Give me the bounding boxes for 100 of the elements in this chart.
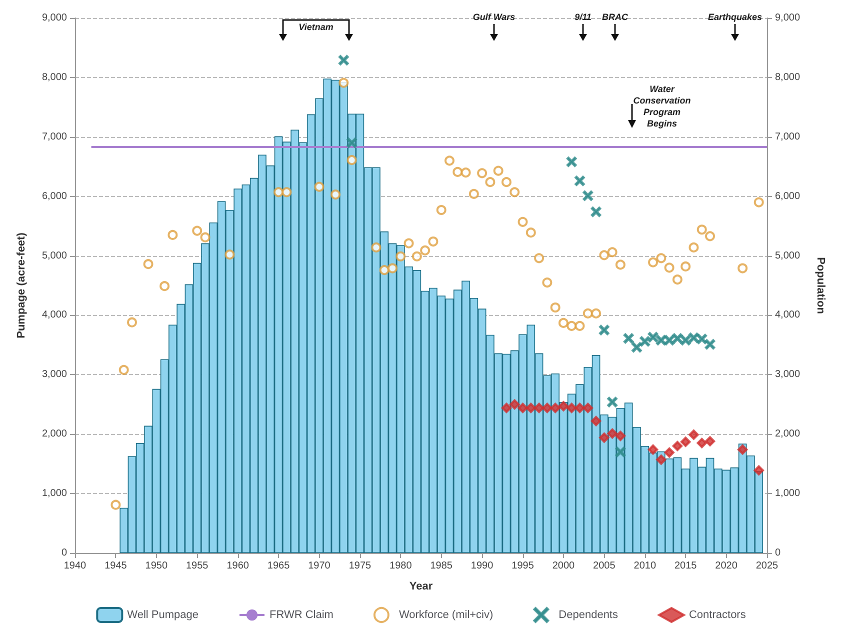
point xyxy=(338,55,349,66)
x-tick-label: 1945 xyxy=(104,560,128,572)
annotation: 9/11 xyxy=(574,12,592,22)
point xyxy=(599,432,610,443)
point xyxy=(534,253,544,264)
x-tick-label: 2015 xyxy=(674,560,698,572)
y-tick-label: 9,000 xyxy=(42,12,68,24)
point xyxy=(550,302,560,312)
point xyxy=(452,166,463,177)
x-tick-label: 1980 xyxy=(390,560,412,572)
annotation: Earthquakes xyxy=(708,12,762,22)
point xyxy=(696,438,707,448)
y-tick-label: 5,000 xyxy=(42,250,68,262)
point xyxy=(648,257,658,268)
point xyxy=(485,177,496,188)
point xyxy=(680,335,691,346)
y2-tick-label: 4,000 xyxy=(775,310,800,321)
y2-tick-label: 6,000 xyxy=(775,190,800,202)
point xyxy=(493,166,504,176)
point xyxy=(688,332,699,343)
y2-tick-label: 1,000 xyxy=(775,488,800,500)
annotation: Vietnam xyxy=(298,22,334,32)
point xyxy=(615,260,626,270)
point xyxy=(664,262,674,273)
point xyxy=(518,402,528,414)
x-tick-label: 2010 xyxy=(634,560,656,572)
point xyxy=(566,320,577,331)
x-tick-label: 1950 xyxy=(145,560,168,572)
point xyxy=(371,242,382,252)
x-tick-label: 1970 xyxy=(308,560,331,572)
legend-label: Dependents xyxy=(558,609,618,621)
point xyxy=(420,245,430,256)
point xyxy=(477,168,488,178)
y-tick-label: 3,000 xyxy=(42,369,68,380)
point xyxy=(582,402,593,414)
point xyxy=(607,428,618,439)
point xyxy=(672,333,683,344)
y2-tick-label: 7,000 xyxy=(775,131,800,142)
point xyxy=(705,231,716,242)
y-tick-label: 1,000 xyxy=(42,488,68,500)
point xyxy=(656,454,666,465)
x-tick-label: 1985 xyxy=(430,560,453,572)
point xyxy=(566,402,577,414)
point xyxy=(590,416,602,426)
y2-tick-label: 0 xyxy=(775,548,781,558)
y-tick-label: 6,000 xyxy=(42,190,68,202)
point xyxy=(388,263,398,274)
point xyxy=(550,402,560,414)
legend-label: Workforce (mil+civ) xyxy=(398,609,494,621)
point xyxy=(160,281,170,292)
point xyxy=(510,399,520,410)
point xyxy=(501,177,512,188)
point xyxy=(566,156,577,167)
point xyxy=(396,251,406,262)
point xyxy=(574,402,585,414)
point xyxy=(704,436,716,446)
x-tick-label: 1965 xyxy=(267,560,290,572)
point xyxy=(110,500,121,510)
x-tick-label: 1975 xyxy=(348,560,372,572)
point xyxy=(607,396,618,408)
legend-label: FRWR Claim xyxy=(269,609,334,621)
x-tick-label: 2020 xyxy=(715,560,738,572)
y-tick-label: 8,000 xyxy=(42,72,68,83)
point xyxy=(460,168,471,178)
annotation: Water Conservation Program Begins xyxy=(633,84,692,128)
point xyxy=(200,232,210,242)
point xyxy=(346,138,357,148)
point xyxy=(664,447,674,458)
point xyxy=(274,187,284,198)
point xyxy=(615,446,626,458)
y2-tick-label: 3,000 xyxy=(775,369,800,380)
x-tick-label: 1955 xyxy=(186,560,209,572)
point xyxy=(168,230,178,240)
legend-label: Well Pumpage xyxy=(127,609,198,621)
point xyxy=(582,308,593,318)
point xyxy=(615,430,626,441)
point xyxy=(282,187,292,198)
point xyxy=(607,247,618,258)
y-axis-title: Pumpage (acre-feet) xyxy=(16,232,28,338)
point xyxy=(501,402,512,414)
point xyxy=(599,250,610,260)
point xyxy=(574,176,585,186)
point xyxy=(754,465,764,476)
y-tick-label: 2,000 xyxy=(42,428,68,440)
x-tick-label: 1960 xyxy=(226,560,250,572)
point xyxy=(590,206,602,217)
point xyxy=(574,320,585,331)
point xyxy=(534,402,544,414)
point xyxy=(672,440,683,452)
annotation: Gulf Wars xyxy=(472,12,516,22)
point xyxy=(656,253,666,264)
point xyxy=(330,190,341,200)
y-tick-label: 7,000 xyxy=(42,131,68,142)
x-tick-label: 2000 xyxy=(552,560,576,572)
point xyxy=(704,339,716,350)
point xyxy=(558,318,568,328)
y-tick-label: 0 xyxy=(61,548,68,558)
x-tick-label: 1990 xyxy=(470,560,494,572)
point xyxy=(664,335,674,346)
point xyxy=(591,308,602,318)
